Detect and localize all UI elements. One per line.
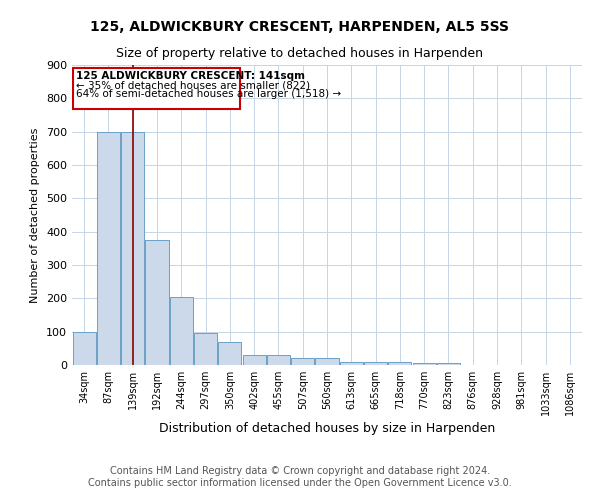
Text: ← 35% of detached houses are smaller (822): ← 35% of detached houses are smaller (82… bbox=[76, 80, 310, 90]
X-axis label: Distribution of detached houses by size in Harpenden: Distribution of detached houses by size … bbox=[159, 422, 495, 435]
FancyBboxPatch shape bbox=[73, 68, 239, 109]
Bar bbox=[121, 132, 144, 365]
Text: Contains HM Land Registry data © Crown copyright and database right 2024.
Contai: Contains HM Land Registry data © Crown c… bbox=[88, 466, 512, 487]
Bar bbox=[97, 132, 120, 365]
Bar bbox=[194, 334, 217, 365]
Bar bbox=[413, 364, 436, 365]
Bar bbox=[291, 358, 314, 365]
Bar bbox=[145, 240, 169, 365]
Text: 64% of semi-detached houses are larger (1,518) →: 64% of semi-detached houses are larger (… bbox=[76, 88, 341, 99]
Bar bbox=[364, 362, 387, 365]
Bar bbox=[170, 296, 193, 365]
Bar bbox=[242, 355, 266, 365]
Bar bbox=[218, 342, 241, 365]
Text: 125, ALDWICKBURY CRESCENT, HARPENDEN, AL5 5SS: 125, ALDWICKBURY CRESCENT, HARPENDEN, AL… bbox=[91, 20, 509, 34]
Bar bbox=[267, 355, 290, 365]
Text: 125 ALDWICKBURY CRESCENT: 141sqm: 125 ALDWICKBURY CRESCENT: 141sqm bbox=[76, 72, 305, 82]
Bar bbox=[73, 332, 95, 365]
Bar bbox=[340, 362, 363, 365]
Bar bbox=[388, 362, 412, 365]
Bar bbox=[437, 364, 460, 365]
Bar bbox=[316, 358, 338, 365]
Text: Size of property relative to detached houses in Harpenden: Size of property relative to detached ho… bbox=[116, 48, 484, 60]
Y-axis label: Number of detached properties: Number of detached properties bbox=[31, 128, 40, 302]
